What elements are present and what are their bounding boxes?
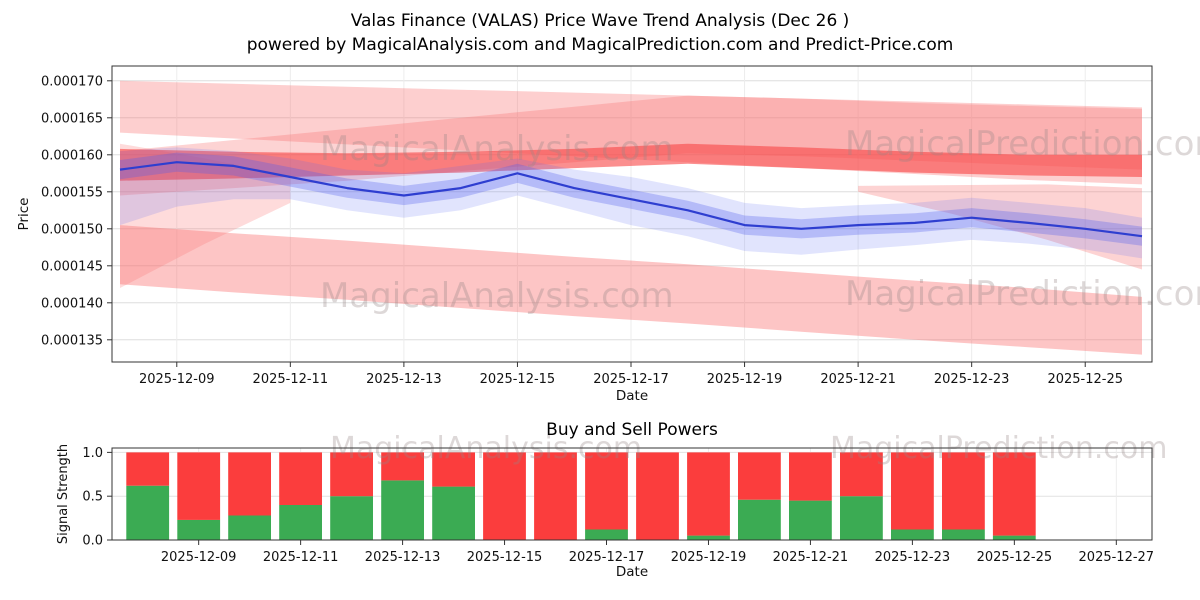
sell-bar (687, 452, 730, 536)
signal-chart-title: Buy and Sell Powers (546, 420, 718, 440)
buy-bar (432, 486, 475, 540)
sell-bar (534, 452, 577, 540)
signal-xtick-label: 2025-12-27 (1079, 550, 1155, 565)
sell-bar (483, 452, 526, 540)
price-ytick-label: 0.000155 (41, 185, 103, 200)
price-ytick-label: 0.000150 (41, 222, 103, 237)
buy-bar (381, 480, 424, 540)
buy-bar (330, 496, 373, 540)
band-red-lower-fan (120, 225, 1142, 355)
price-xtick-label: 2025-12-19 (707, 372, 783, 387)
band-blue-outer-band (120, 147, 1142, 259)
sell-bar (738, 452, 781, 500)
watermark-text: MagicalAnalysis.com (320, 276, 674, 316)
sell-bar (126, 452, 170, 486)
sell-bar (891, 452, 934, 530)
buy-bar (992, 535, 1036, 540)
watermark-text: MagicalPrediction.com (845, 124, 1200, 164)
watermark-text: MagicalPrediction.com (845, 274, 1200, 314)
price-xtick-label: 2025-12-13 (366, 372, 442, 387)
date-axis-label-top: Date (615, 388, 649, 404)
price-xtick-label: 2025-12-09 (139, 372, 215, 387)
chart-title: Valas Finance (VALAS) Price Wave Trend A… (350, 11, 850, 31)
buy-bar (942, 529, 985, 540)
signal-xtick-label: 2025-12-11 (263, 550, 339, 565)
figure-titles: Valas Finance (VALAS) Price Wave Trend A… (0, 10, 1200, 58)
buy-bar (228, 515, 271, 540)
buy-bar (177, 519, 221, 540)
sell-bar (942, 452, 985, 530)
buy-bar (585, 529, 628, 540)
buy-bar (789, 500, 832, 540)
signal-xtick-label: 2025-12-13 (365, 550, 441, 565)
signal-xtick-label: 2025-12-25 (977, 550, 1053, 565)
price-ytick-label: 0.000140 (41, 296, 103, 311)
price-xtick-label: 2025-12-15 (480, 372, 556, 387)
buy-bar (891, 529, 934, 540)
sell-bar (381, 452, 424, 481)
sell-bar (228, 452, 271, 516)
date-axis-label-bottom: Date (615, 564, 649, 580)
sell-bar (432, 452, 475, 487)
signal-ytick-label: 0.0 (82, 534, 103, 549)
signal-xtick-label: 2025-12-23 (875, 550, 951, 565)
buy-bar (840, 496, 883, 540)
sell-bar (992, 452, 1036, 536)
sell-bar (636, 452, 679, 540)
sell-bar (840, 452, 883, 497)
signal-ytick-label: 1.0 (82, 446, 103, 461)
band-red-right-wedge (858, 184, 1142, 270)
chart-subtitle: powered by MagicalAnalysis.com and Magic… (246, 34, 954, 55)
signal-ytick-label: 0.5 (82, 490, 103, 505)
price-ytick-label: 0.000170 (41, 74, 103, 89)
sell-bar (330, 452, 373, 497)
price-xtick-label: 2025-12-21 (820, 372, 896, 387)
price-xtick-label: 2025-12-23 (934, 372, 1010, 387)
line-blue-trend-line (119, 161, 1143, 238)
buy-bar (687, 535, 730, 540)
sell-bar (789, 452, 832, 501)
price-plot-border (111, 65, 1153, 363)
signal-xtick-label: 2025-12-19 (671, 550, 747, 565)
watermark-text: MagicalAnalysis.com (320, 129, 674, 169)
price-xtick-label: 2025-12-25 (1047, 372, 1123, 387)
signal-xtick-label: 2025-12-17 (569, 550, 645, 565)
sell-bar (585, 452, 628, 530)
buy-bar (738, 499, 781, 540)
price-xtick-label: 2025-12-17 (593, 372, 669, 387)
signal-xtick-label: 2025-12-15 (467, 550, 543, 565)
signal-xtick-label: 2025-12-21 (773, 550, 849, 565)
signal-xtick-label: 2025-12-09 (161, 550, 237, 565)
band-red-core-band (120, 143, 1142, 181)
price-ytick-label: 0.000165 (41, 111, 103, 126)
price-ytick-label: 0.000135 (41, 333, 103, 348)
price-ytick-label: 0.000160 (41, 148, 103, 163)
sell-bar (279, 452, 322, 505)
sell-bar (177, 452, 221, 520)
price-ytick-label: 0.000145 (41, 259, 103, 274)
price-xtick-label: 2025-12-11 (253, 372, 329, 387)
buy-bar (126, 485, 170, 540)
signal-plot-border (111, 447, 1153, 541)
buy-bar (279, 505, 322, 540)
